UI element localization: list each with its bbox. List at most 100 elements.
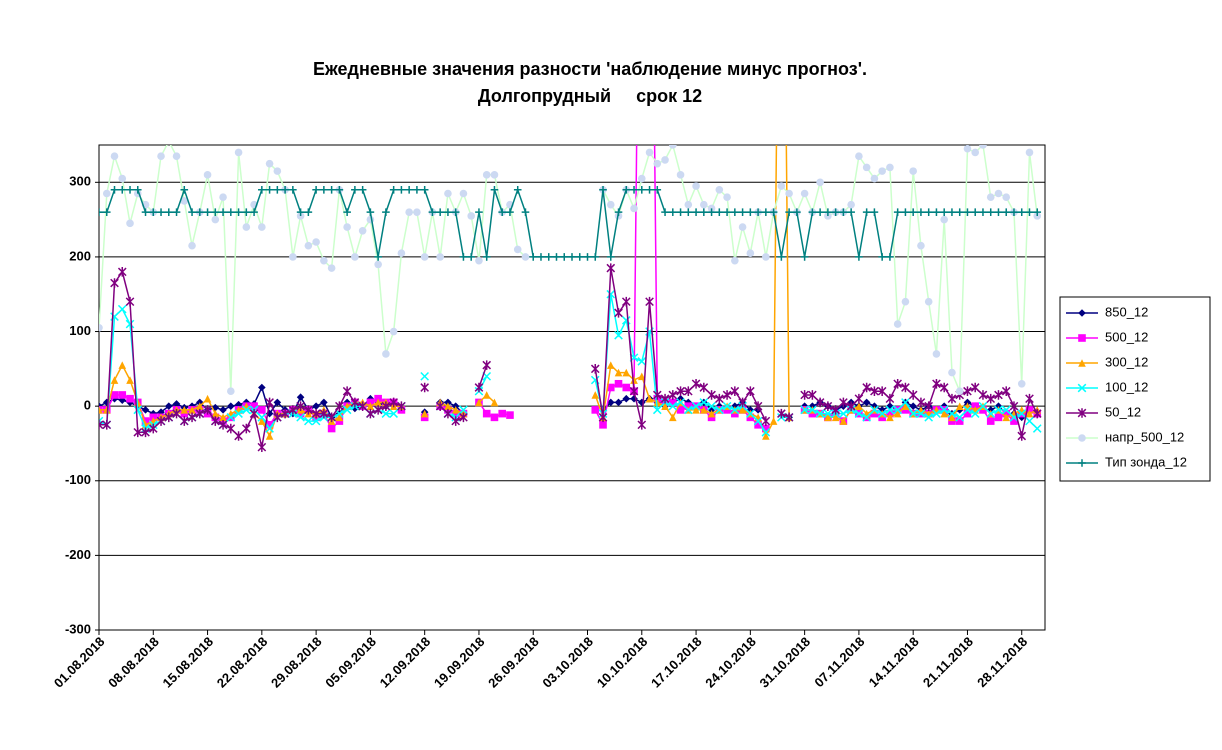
- marker-triangle: [258, 417, 266, 425]
- marker-plus: [1025, 208, 1034, 216]
- marker-x: [901, 398, 910, 407]
- marker-x: [296, 413, 305, 422]
- marker-plus: [870, 208, 879, 216]
- marker-plus: [1017, 208, 1026, 216]
- marker-x: [304, 416, 313, 426]
- marker-plus: [738, 208, 747, 216]
- marker-star: [1032, 408, 1042, 419]
- marker-plus: [971, 208, 980, 216]
- marker-triangle: [669, 413, 677, 422]
- marker-plus: [637, 185, 646, 194]
- marker-circle: [490, 171, 499, 179]
- marker-star: [273, 412, 282, 423]
- marker-circle: [746, 249, 755, 257]
- marker-circle: [653, 159, 662, 168]
- marker-triangle: [645, 394, 654, 403]
- marker-triangle: [738, 406, 747, 414]
- marker-circle: [211, 215, 220, 224]
- marker-star: [234, 431, 243, 441]
- marker-plus: [1010, 208, 1018, 216]
- marker-plus: [459, 253, 468, 261]
- marker-triangle: [769, 417, 778, 425]
- marker-triangle: [1002, 413, 1011, 422]
- marker-circle: [188, 241, 196, 250]
- marker-triangle: [374, 398, 382, 407]
- marker-circle: [459, 189, 468, 198]
- marker-plus: [180, 185, 189, 194]
- marker-diamond: [219, 406, 227, 414]
- series-line: [99, 385, 1038, 419]
- marker-circle: [971, 148, 980, 157]
- marker-star: [823, 401, 833, 411]
- marker-circle: [413, 208, 421, 216]
- marker-star: [1077, 408, 1087, 418]
- x-tick-label: 08.08.2018: [105, 634, 162, 691]
- marker-plus: [296, 208, 305, 216]
- marker-circle: [723, 193, 731, 202]
- marker-star: [257, 442, 267, 452]
- marker-star: [125, 296, 135, 307]
- marker-x: [257, 413, 267, 422]
- y-tick-label: 300: [69, 174, 91, 189]
- marker-star: [590, 364, 600, 374]
- marker-star: [614, 308, 623, 318]
- marker-star: [699, 382, 709, 393]
- marker-star: [156, 416, 166, 426]
- marker-triangle: [614, 368, 623, 377]
- marker-triangle: [102, 406, 111, 414]
- x-tick-label: 15.08.2018: [159, 634, 216, 691]
- marker-triangle: [955, 402, 964, 410]
- marker-x: [1017, 409, 1027, 418]
- marker-plus: [878, 253, 886, 261]
- marker-star: [629, 386, 639, 397]
- marker-square: [258, 406, 266, 414]
- marker-circle: [855, 152, 863, 160]
- marker-plus: [606, 253, 615, 261]
- marker-diamond: [312, 402, 320, 410]
- marker-triangle: [893, 409, 902, 418]
- marker-star: [901, 382, 910, 393]
- marker-triangle: [99, 406, 103, 414]
- marker-x: [916, 409, 926, 418]
- marker-x: [924, 413, 934, 422]
- marker-square: [1010, 417, 1018, 425]
- marker-star: [203, 405, 212, 415]
- marker-plus: [141, 208, 150, 216]
- marker-plus: [172, 208, 181, 216]
- marker-star: [777, 408, 786, 419]
- marker-circle: [870, 174, 879, 183]
- marker-circle: [258, 223, 266, 231]
- marker-circle: [1002, 193, 1011, 202]
- marker-circle: [948, 368, 956, 377]
- marker-plus: [498, 208, 507, 216]
- marker-x: [854, 409, 864, 418]
- marker-triangle: [591, 391, 600, 399]
- marker-plus: [707, 208, 716, 216]
- marker-star: [397, 401, 406, 411]
- marker-circle: [1078, 434, 1086, 442]
- marker-plus: [847, 208, 855, 216]
- marker-square: [994, 413, 1003, 422]
- marker-triangle: [203, 394, 212, 403]
- marker-star: [862, 382, 871, 393]
- marker-star: [831, 405, 840, 415]
- marker-triangle: [118, 361, 127, 369]
- x-tick-label: 21.11.2018: [920, 634, 976, 690]
- marker-plus: [203, 208, 212, 216]
- marker-circle: [312, 238, 320, 246]
- y-tick-label: -100: [65, 472, 91, 487]
- marker-x: [939, 405, 949, 415]
- marker-square: [498, 409, 507, 418]
- x-tick-label: 26.09.2018: [485, 634, 542, 691]
- marker-triangle: [901, 402, 910, 410]
- marker-triangle: [110, 376, 119, 384]
- marker-star: [970, 382, 980, 393]
- marker-circle: [932, 350, 941, 358]
- marker-circle: [917, 241, 925, 250]
- marker-square: [754, 421, 762, 429]
- marker-triangle: [637, 372, 646, 381]
- marker-triangle: [451, 406, 460, 414]
- marker-diamond: [157, 408, 165, 416]
- marker-star: [296, 401, 305, 411]
- marker-star: [738, 397, 747, 408]
